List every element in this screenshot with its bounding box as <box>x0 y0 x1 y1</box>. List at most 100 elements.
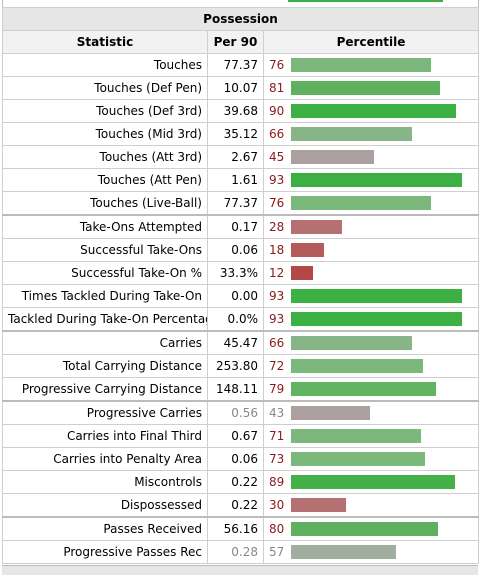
percentile-value: 45 <box>269 150 285 165</box>
table-row: Total Carrying Distance 253.80 72 <box>2 354 480 378</box>
percentile-bar <box>291 58 431 73</box>
percentile-value: 89 <box>269 475 285 490</box>
stat-name[interactable]: Progressive Passes Rec <box>2 540 208 564</box>
percentile-cell: 66 <box>262 122 480 146</box>
table-row: Tackled During Take-On Percentage 0.0% 93 <box>2 307 480 332</box>
stat-name[interactable]: Carries <box>2 330 208 355</box>
percentile-cell: 71 <box>262 424 480 448</box>
column-header-percentile[interactable]: Percentile <box>262 30 480 54</box>
percentile-bar <box>291 150 374 165</box>
next-section-header <box>2 565 478 575</box>
stat-name[interactable]: Progressive Carrying Distance <box>2 377 208 402</box>
percentile-cell: 93 <box>262 168 480 192</box>
percentile-value: 90 <box>269 104 285 119</box>
table-row: Carries 45.47 66 <box>2 330 480 355</box>
stat-name[interactable]: Successful Take-On % <box>2 261 208 285</box>
percentile-cell: 66 <box>262 330 480 355</box>
stat-name[interactable]: Carries into Penalty Area <box>2 447 208 471</box>
percentile-cell: 93 <box>262 284 480 308</box>
divider <box>478 0 479 7</box>
table-row: Dispossessed 0.22 30 <box>2 493 480 518</box>
percentile-cell: 12 <box>262 261 480 285</box>
per90-value: 0.06 <box>207 447 264 471</box>
table-row: Touches (Att Pen) 1.61 93 <box>2 168 480 192</box>
stat-name[interactable]: Miscontrols <box>2 470 208 494</box>
table-title-row: Possession <box>1 7 480 31</box>
percentile-bar <box>291 522 438 537</box>
per90-value: 0.06 <box>207 238 264 262</box>
table-row: Successful Take-On % 33.3% 12 <box>2 261 480 285</box>
percentile-value: 76 <box>269 58 285 73</box>
per90-value: 253.80 <box>207 354 264 378</box>
per90-value: 0.67 <box>207 424 264 448</box>
percentile-cell: 79 <box>262 377 480 402</box>
table-row: Times Tackled During Take-On 0.00 93 <box>2 284 480 308</box>
percentile-value: 79 <box>269 382 285 397</box>
percentile-bar <box>291 429 421 444</box>
percentile-value: 71 <box>269 429 285 444</box>
percentile-bar <box>291 545 396 560</box>
percentile-value: 66 <box>269 127 285 142</box>
stat-name[interactable]: Take-Ons Attempted <box>2 214 208 239</box>
column-header-per90[interactable]: Per 90 <box>207 30 264 54</box>
stat-name[interactable]: Dispossessed <box>2 493 208 518</box>
per90-value: 0.0% <box>207 307 264 332</box>
table-body: Touches 77.37 76 Touches (Def Pen) 10.07 81 To… <box>2 53 480 564</box>
stat-name[interactable]: Progressive Carries <box>2 400 208 425</box>
per90-value: 10.07 <box>207 76 264 100</box>
previous-percentile-bar <box>288 0 443 2</box>
stat-name[interactable]: Times Tackled During Take-On <box>2 284 208 308</box>
percentile-value: 30 <box>269 498 285 513</box>
per90-value: 0.22 <box>207 470 264 494</box>
table-row: Carries into Final Third 0.67 71 <box>2 424 480 448</box>
previous-section-strip <box>0 0 486 7</box>
stat-name[interactable]: Total Carrying Distance <box>2 354 208 378</box>
per90-value: 2.67 <box>207 145 264 169</box>
stat-name[interactable]: Touches (Def 3rd) <box>2 99 208 123</box>
table-row: Touches (Att 3rd) 2.67 45 <box>2 145 480 169</box>
percentile-cell: 76 <box>262 191 480 216</box>
per90-value: 77.37 <box>207 53 264 77</box>
stat-name[interactable]: Touches (Def Pen) <box>2 76 208 100</box>
table-row: Touches (Live-Ball) 77.37 76 <box>2 191 480 216</box>
percentile-bar <box>291 359 423 374</box>
percentile-bar <box>291 498 346 513</box>
per90-value: 0.00 <box>207 284 264 308</box>
stat-name[interactable]: Touches <box>2 53 208 77</box>
column-header-statistic[interactable]: Statistic <box>2 30 208 54</box>
table-row: Touches (Def 3rd) 39.68 90 <box>2 99 480 123</box>
stat-name[interactable]: Touches (Live-Ball) <box>2 191 208 216</box>
table-row: Successful Take-Ons 0.06 18 <box>2 238 480 262</box>
stat-name[interactable]: Carries into Final Third <box>2 424 208 448</box>
percentile-cell: 57 <box>262 540 480 564</box>
percentile-cell: 93 <box>262 307 480 332</box>
stat-name[interactable]: Touches (Mid 3rd) <box>2 122 208 146</box>
table-row: Take-Ons Attempted 0.17 28 <box>2 214 480 239</box>
percentile-cell: 90 <box>262 99 480 123</box>
stat-name[interactable]: Tackled During Take-On Percentage <box>2 307 208 332</box>
percentile-cell: 80 <box>262 516 480 541</box>
percentile-bar <box>291 382 436 397</box>
stat-name[interactable]: Touches (Att 3rd) <box>2 145 208 169</box>
percentile-cell: 73 <box>262 447 480 471</box>
percentile-cell: 76 <box>262 53 480 77</box>
per90-value: 0.56 <box>207 400 264 425</box>
possession-table: Possession Statistic Per 90 Percentile T… <box>1 7 480 564</box>
stat-name[interactable]: Successful Take-Ons <box>2 238 208 262</box>
percentile-bar <box>291 220 342 235</box>
table-header-row: Statistic Per 90 Percentile <box>2 30 480 54</box>
stat-name[interactable]: Touches (Att Pen) <box>2 168 208 192</box>
stat-name[interactable]: Passes Received <box>2 516 208 541</box>
percentile-bar <box>291 243 324 258</box>
table-row: Miscontrols 0.22 89 <box>2 470 480 494</box>
per90-value: 77.37 <box>207 191 264 216</box>
table-row: Progressive Passes Rec 0.28 57 <box>2 540 480 564</box>
percentile-bar <box>291 81 440 96</box>
percentile-cell: 89 <box>262 470 480 494</box>
percentile-bar <box>291 289 462 304</box>
percentile-value: 73 <box>269 452 285 467</box>
per90-value: 0.28 <box>207 540 264 564</box>
percentile-cell: 28 <box>262 214 480 239</box>
percentile-value: 76 <box>269 196 285 211</box>
percentile-cell: 43 <box>262 400 480 425</box>
